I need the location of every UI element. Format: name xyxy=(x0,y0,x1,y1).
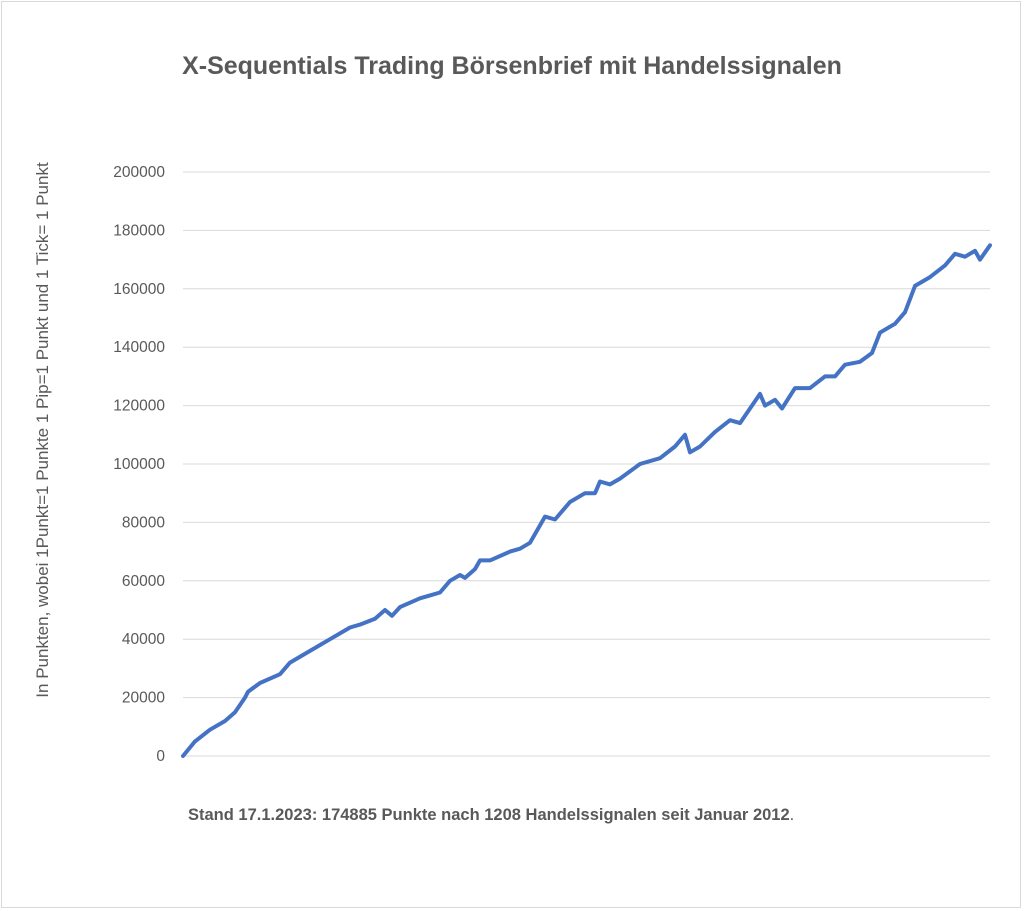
y-tick-label: 200000 xyxy=(113,164,165,181)
y-tick-label: 40000 xyxy=(122,631,165,648)
y-tick-label: 0 xyxy=(156,748,165,765)
y-tick-label: 140000 xyxy=(113,339,165,356)
footer-period: . xyxy=(789,806,795,824)
footer-text: Stand 17.1.2023: 174885 Punkte nach 1208… xyxy=(188,806,790,824)
footer-note: Stand 17.1.2023: 174885 Punkte nach 1208… xyxy=(188,806,794,825)
y-tick-label: 160000 xyxy=(113,281,165,298)
y-tick-label: 120000 xyxy=(113,398,165,415)
y-tick-label: 60000 xyxy=(122,573,165,590)
y-tick-label: 20000 xyxy=(122,690,165,707)
chart-title: X-Sequentials Trading Börsenbrief mit Ha… xyxy=(182,52,842,80)
y-tick-label: 180000 xyxy=(113,222,165,239)
y-tick-label: 100000 xyxy=(113,456,165,473)
series-line xyxy=(181,243,992,758)
y-tick-label: 80000 xyxy=(122,514,165,531)
